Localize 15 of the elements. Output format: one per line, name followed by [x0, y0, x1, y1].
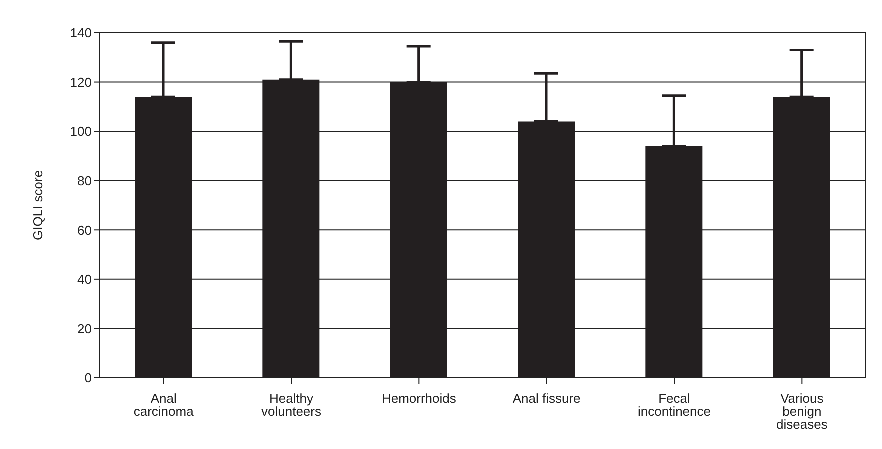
x-tick-label: Various benign diseases	[776, 391, 828, 432]
x-tick-label: Hemorrhoids	[382, 391, 457, 406]
x-tick-label: Anal fissure	[512, 391, 581, 406]
y-tick-label: 140	[70, 26, 92, 41]
y-tick-label: 40	[78, 272, 92, 288]
x-tick-label: Healthy volunteers	[262, 391, 322, 420]
y-tick-label: 60	[78, 222, 92, 238]
x-tick-label: Anal carcinoma	[134, 391, 195, 420]
x-tick-label: Fecal incontinence	[638, 391, 711, 420]
y-tick-label: 0	[84, 370, 92, 386]
y-axis-title: GIQLI score	[30, 170, 46, 241]
y-tick-label: 120	[70, 74, 92, 90]
y-tick-label: 100	[70, 124, 92, 140]
y-tick-label: 20	[78, 321, 92, 336]
y-tick-label: 80	[78, 173, 92, 188]
